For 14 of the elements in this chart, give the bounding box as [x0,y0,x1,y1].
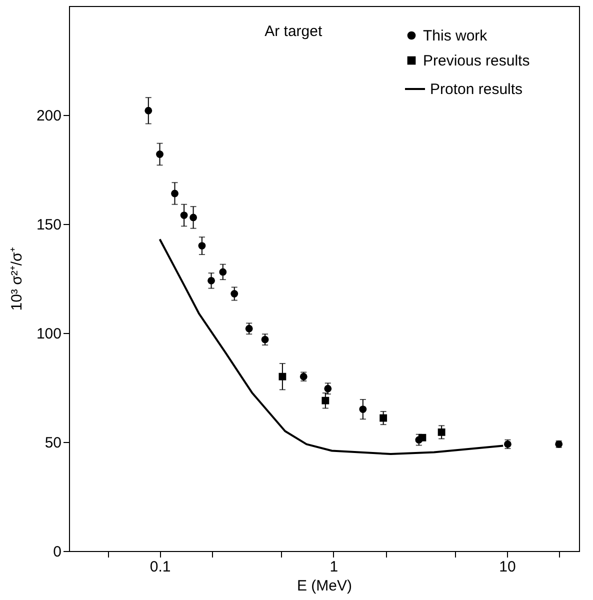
y-tick-label: 50 [44,434,62,452]
x-tick-label: 1 [330,558,338,576]
x-tick-label: 0.1 [150,558,171,576]
y-tick-label: 100 [36,326,62,342]
text: Ar target [264,23,323,40]
y-tick-label: 200 [36,108,62,124]
y-tick-label: 0 [53,544,62,560]
legend-label: Previous results [423,52,530,70]
x-tick-label: 10 [499,558,516,576]
y-axis-title: 10³ σ²⁺/σ⁺ [8,247,26,311]
y-tick-label: 150 [36,216,62,234]
x-axis-title: E (MeV) [296,578,352,594]
legend-label: Proton results [430,81,523,98]
legend-label: This work [423,28,488,44]
